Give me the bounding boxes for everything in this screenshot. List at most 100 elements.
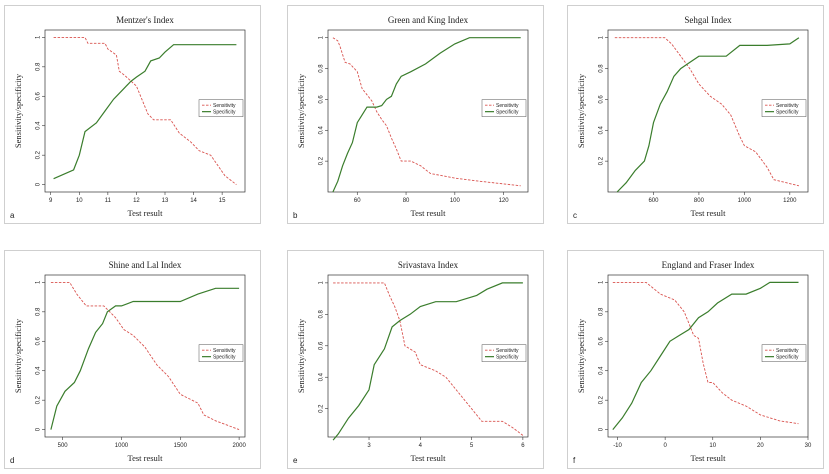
- sensitivity-line: [614, 37, 800, 187]
- y-tick-label: 0.8: [36, 307, 42, 316]
- x-tick-label: 100: [450, 198, 461, 204]
- y-tick-label: 0: [599, 427, 605, 431]
- y-tick-label: 0.2: [319, 156, 325, 165]
- chart-title: Shine and Lal Index: [109, 260, 182, 270]
- x-tick-label: 60: [354, 198, 361, 204]
- y-axis-label: Sensitivity/specificity: [296, 318, 306, 393]
- x-tick-label: 800: [694, 198, 705, 204]
- x-tick-label: 13: [162, 198, 169, 204]
- x-tick-label: 1000: [115, 443, 129, 449]
- x-axis-label: Test result: [127, 208, 163, 218]
- legend-sensitivity-label: Sensitivity: [776, 103, 799, 109]
- y-axis-label: Sensitivity/specificity: [576, 318, 586, 393]
- x-tick-label: 14: [190, 198, 197, 204]
- y-tick-label: 1: [36, 280, 42, 284]
- y-tick-label: 0.4: [36, 366, 42, 375]
- legend-box: [761, 344, 807, 362]
- x-axis-label: Test result: [410, 453, 446, 463]
- y-tick-label: 0.4: [599, 125, 605, 134]
- x-tick-label: 5: [470, 443, 474, 449]
- chart-svg: Green and King Index 60 80 100 120 0.2 0.4 0.6 0…: [293, 15, 529, 220]
- chart-title: England and Fraser Index: [662, 260, 755, 270]
- chart-svg: Mentzer's Index 9 10 11 12 13 14 15 0 0.2 0.4 0.6 0.…: [10, 15, 246, 220]
- x-axis-label: Test result: [690, 453, 726, 463]
- y-tick-label: 0.6: [36, 336, 42, 345]
- y-axis-label: Sensitivity/specificity: [296, 73, 306, 148]
- x-tick-label: 9: [49, 198, 53, 204]
- specificity-line: [332, 37, 521, 193]
- x-tick-label: 12: [133, 198, 140, 204]
- chart-title: Green and King Index: [388, 15, 469, 25]
- x-tick-label: 1000: [738, 198, 752, 204]
- y-tick-label: 1: [599, 35, 605, 39]
- chart-panel-england-fraser: England and Fraser Index -10 0 10 20 30 0 0.2 0.…: [567, 250, 824, 469]
- panel-letter: a: [10, 211, 15, 220]
- y-tick-label: 0.2: [319, 404, 325, 413]
- x-axis-label: Test result: [410, 208, 446, 218]
- sensitivity-line: [612, 281, 799, 425]
- chart-title: Mentzer's Index: [116, 15, 174, 25]
- x-tick-label: 1200: [783, 198, 797, 204]
- x-tick-label: 600: [648, 198, 659, 204]
- y-tick-label: 0.8: [599, 307, 605, 316]
- legend-specificity-label: Specificity: [776, 354, 799, 360]
- specificity-line: [616, 37, 800, 193]
- plot-frame: [607, 29, 809, 193]
- y-tick-label: 0: [36, 427, 42, 431]
- x-tick-label: 10: [709, 443, 716, 449]
- y-axis-label: Sensitivity/specificity: [13, 73, 23, 148]
- legend-specificity-label: Specificity: [213, 354, 236, 360]
- sensitivity-line: [333, 282, 524, 436]
- specificity-line: [612, 281, 799, 430]
- y-tick-label: 0.2: [36, 150, 42, 159]
- legend-box: [481, 344, 527, 362]
- chart-svg: Shine and Lal Index 500 1000 1500 2000 0 0.2 0.…: [10, 260, 246, 465]
- legend-sensitivity-label: Sensitivity: [213, 348, 236, 354]
- legend-sensitivity-label: Sensitivity: [213, 103, 236, 109]
- chart-panel-green-king: Green and King Index 60 80 100 120 0.2 0.4 0.6 0…: [287, 5, 544, 224]
- x-tick-label: 0: [663, 443, 667, 449]
- chart-svg: Srivastava Index 3 4 5 6 0.2 0.4 0.6 0.8 1 Test re…: [293, 260, 529, 465]
- plot-frame: [327, 29, 529, 193]
- y-tick-label: 0.6: [36, 91, 42, 100]
- y-tick-label: 1: [319, 35, 325, 39]
- y-tick-label: 0.4: [319, 372, 325, 381]
- panel-letter: e: [293, 456, 298, 465]
- sensitivity-line: [53, 36, 237, 185]
- y-tick-label: 0.2: [599, 156, 605, 165]
- y-tick-label: 0.2: [36, 395, 42, 404]
- chart-svg: Sehgal Index 600 800 1000 1200 0.2 0.4 0.6 0.8 1 T…: [573, 15, 809, 220]
- chart-panel-srivastava: Srivastava Index 3 4 5 6 0.2 0.4 0.6 0.8 1 Test re…: [287, 250, 544, 469]
- legend-box: [198, 344, 244, 362]
- y-tick-label: 0.6: [319, 95, 325, 104]
- x-tick-label: 30: [805, 443, 812, 449]
- chart-svg: England and Fraser Index -10 0 10 20 30 0 0.2 0.…: [573, 260, 812, 465]
- x-axis-label: Test result: [690, 208, 726, 218]
- y-tick-label: 0.6: [599, 336, 605, 345]
- chart-panel-mentzer: Mentzer's Index 9 10 11 12 13 14 15 0 0.2 0.4 0.6 0.…: [4, 5, 261, 224]
- x-tick-label: 1500: [174, 443, 188, 449]
- legend-box: [761, 99, 807, 117]
- x-tick-label: 20: [757, 443, 764, 449]
- y-tick-label: 0.8: [599, 64, 605, 73]
- specificity-line: [332, 282, 523, 441]
- y-axis-label: Sensitivity/specificity: [13, 318, 23, 393]
- y-tick-label: 0.6: [599, 95, 605, 104]
- x-axis-label: Test result: [127, 453, 163, 463]
- plot-frame: [607, 274, 809, 438]
- legend-specificity-label: Specificity: [496, 109, 519, 115]
- y-tick-label: 0.4: [319, 125, 325, 134]
- x-tick-label: 2000: [232, 443, 246, 449]
- x-tick-label: 80: [403, 198, 410, 204]
- panel-letter: b: [293, 211, 298, 220]
- x-tick-label: 120: [499, 198, 510, 204]
- x-tick-label: 3: [367, 443, 371, 449]
- specificity-line: [50, 287, 240, 430]
- y-tick-label: 0.2: [599, 395, 605, 404]
- chart-panel-sehgal: Sehgal Index 600 800 1000 1200 0.2 0.4 0.6 0.8 1 T…: [567, 5, 824, 224]
- y-axis-label: Sensitivity/specificity: [576, 73, 586, 148]
- panel-letter: d: [10, 456, 14, 465]
- legend-sensitivity-label: Sensitivity: [496, 348, 519, 354]
- x-tick-label: 10: [76, 198, 83, 204]
- y-tick-label: 0.8: [319, 64, 325, 73]
